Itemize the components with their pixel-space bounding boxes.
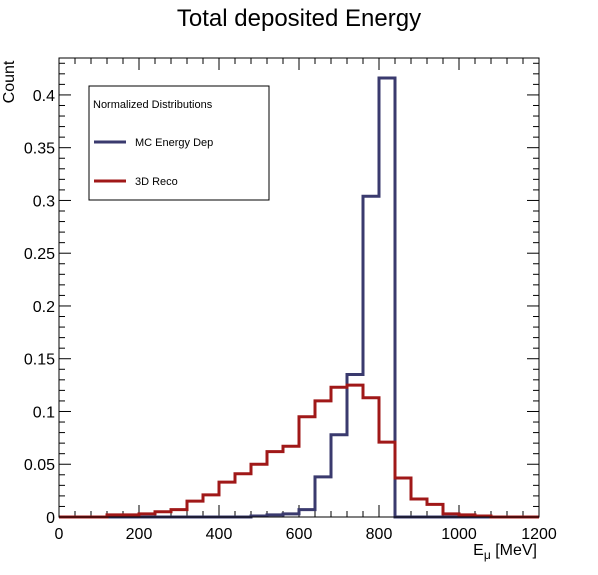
y-axis-label: Count <box>1 60 18 103</box>
x-tick-label: 0 <box>55 526 64 543</box>
x-axis-label: Eμ [MeV] <box>473 542 537 562</box>
x-tick-label: 600 <box>286 526 313 543</box>
x-axis-label-main: E <box>473 542 484 559</box>
y-tick-label: 0.35 <box>24 141 55 158</box>
legend-label-3d-reco: 3D Reco <box>135 176 178 188</box>
series-3d-reco <box>59 383 539 519</box>
y-tick-label: 0.05 <box>24 457 55 474</box>
y-tick-label: 0.15 <box>24 352 55 369</box>
plot-frame <box>58 57 540 518</box>
y-tick-label: 0.25 <box>24 246 55 263</box>
x-tick-label: 200 <box>126 526 153 543</box>
y-tick-label: 0 <box>46 510 55 527</box>
chart-title: Total deposited Energy <box>177 5 421 32</box>
x-tick-label: 1000 <box>441 526 477 543</box>
legend-title: Normalized Distributions <box>93 99 213 111</box>
legend-label-mc-energy-dep: MC Energy Dep <box>135 137 213 149</box>
x-tick-label: 800 <box>366 526 393 543</box>
y-tick-label: 0.1 <box>33 404 55 421</box>
y-tick-label: 0.4 <box>33 88 55 105</box>
y-tick-label: 0.2 <box>33 299 55 316</box>
x-tick-label: 400 <box>206 526 233 543</box>
x-tick-label: 1200 <box>521 526 557 543</box>
axis-ticks <box>58 58 540 518</box>
x-axis-label-unit: [MeV] <box>491 542 537 559</box>
y-tick-labels: 0 0.05 0.1 0.15 0.2 0.25 0.3 0.35 0.4 <box>24 88 55 527</box>
legend: Normalized Distributions MC Energy Dep 3… <box>88 85 270 201</box>
y-tick-label: 0.3 <box>33 193 55 210</box>
x-axis-label-subscript: μ <box>484 548 491 562</box>
x-tick-labels: 0 200 400 600 800 1000 1200 <box>55 526 557 543</box>
